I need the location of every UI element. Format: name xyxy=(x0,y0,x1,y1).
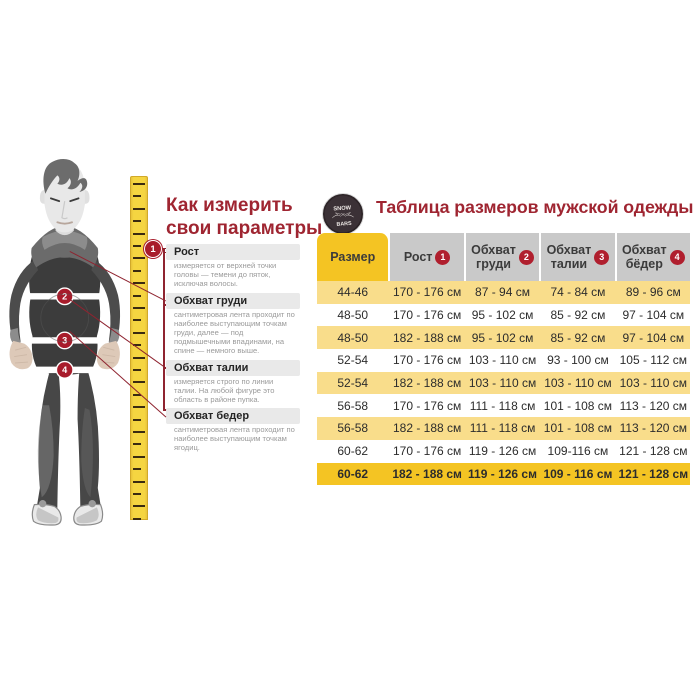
svg-text:4: 4 xyxy=(62,365,68,375)
svg-text:2: 2 xyxy=(62,292,67,302)
svg-text:3: 3 xyxy=(62,336,67,346)
svg-text:SNOW: SNOW xyxy=(333,205,352,212)
svg-text:BARS: BARS xyxy=(336,221,352,228)
